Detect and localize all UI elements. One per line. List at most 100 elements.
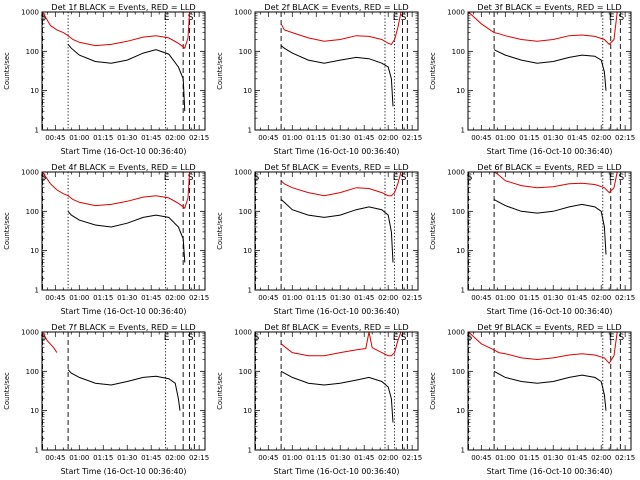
x-tick-label: 02:00 [591,294,611,302]
event-marker-label: S [41,333,47,343]
series-line [493,199,607,255]
chart-title: Det 1f BLACK = Events, RED = LLD [51,2,195,12]
series-line [493,172,618,194]
event-marker-label: S [618,173,624,183]
x-tick-label: 00:45 [471,294,491,302]
y-axis-label: Counts/sec [3,372,11,410]
y-tick-label: 100 [452,48,465,56]
x-axis-label: Start Time (16-Oct-10 00:36:40) [487,147,613,156]
x-tick-label: 01:30 [330,294,350,302]
y-tick-label: 1000 [234,329,252,337]
x-tick-label: 01:45 [567,454,587,462]
event-marker-label: S [188,13,194,23]
y-tick-label: 1000 [447,329,465,337]
x-tick-label: 00:45 [258,454,278,462]
x-tick-label: 01:45 [354,134,374,142]
x-tick-label: 01:00 [69,454,89,462]
chart-title: Det 5f BLACK = Events, RED = LLD [264,162,408,172]
y-tick-label: 1 [461,127,465,135]
x-tick-label: 01:00 [69,134,89,142]
event-marker-label: S [618,13,624,23]
chart-title: Det 4f BLACK = Events, RED = LLD [51,162,195,172]
series-line [42,332,58,353]
chart-panel: Det 2f BLACK = Events, RED = LLD Counts/s… [216,2,422,156]
chart-title: Det 8f BLACK = Events, RED = LLD [264,322,408,332]
y-tick-label: 10 [243,407,252,415]
event-marker-label: E [393,333,399,343]
x-axis-label: Start Time (16-Oct-10 00:36:40) [61,307,187,316]
y-tick-label: 1 [35,287,39,295]
series-line [280,45,394,107]
x-tick-label: 01:15 [519,134,539,142]
x-tick-label: 01:00 [282,134,302,142]
series-line [280,199,394,263]
y-tick-label: 10 [30,247,39,255]
y-tick-label: 1 [35,127,39,135]
x-tick-label: 01:00 [282,454,302,462]
x-axis-label: Start Time (16-Oct-10 00:36:40) [61,467,187,476]
x-tick-label: 01:30 [543,454,563,462]
event-marker-label: E [609,173,615,183]
x-tick-label: 01:00 [495,294,515,302]
y-tick-label: 1000 [447,9,465,17]
plot-frame [41,331,206,451]
y-tick-label: 1000 [447,169,465,177]
y-tick-label: 1000 [234,9,252,17]
y-tick-label: 100 [452,208,465,216]
y-tick-label: 10 [456,407,465,415]
y-tick-label: 100 [239,208,252,216]
series-line [468,332,618,365]
x-tick-label: 02:00 [591,134,611,142]
x-tick-label: 01:30 [543,134,563,142]
x-tick-label: 02:00 [591,454,611,462]
series-line [280,172,402,197]
series-line [280,370,394,423]
x-tick-label: 01:15 [93,134,113,142]
y-axis-label: Counts/sec [429,372,437,410]
y-tick-label: 100 [452,368,465,376]
y-axis-label: Counts/sec [429,52,437,90]
x-axis-label: Start Time (16-Oct-10 00:36:40) [487,467,613,476]
y-tick-label: 1 [248,287,252,295]
x-tick-label: 02:15 [402,454,422,462]
x-tick-label: 01:45 [354,294,374,302]
x-tick-label: 01:15 [306,454,326,462]
x-tick-label: 00:45 [45,134,65,142]
chart-title: Det 3f BLACK = Events, RED = LLD [477,2,621,12]
event-marker-label: E [609,13,615,23]
event-marker-label: S [188,173,194,183]
event-marker-label: S [254,333,260,343]
x-tick-label: 01:45 [567,134,587,142]
x-tick-label: 00:45 [258,134,278,142]
x-tick-label: 01:00 [495,454,515,462]
chart-title: Det 2f BLACK = Events, RED = LLD [264,2,408,12]
y-axis-label: Counts/sec [216,52,224,90]
x-tick-label: 01:15 [519,454,539,462]
y-tick-label: 1000 [21,9,39,17]
chart-title: Det 9f BLACK = Events, RED = LLD [477,322,621,332]
x-tick-label: 02:00 [165,294,185,302]
y-tick-label: 100 [239,48,252,56]
y-tick-label: 1000 [234,169,252,177]
series-line [280,332,402,357]
event-marker-label: S [254,173,260,183]
y-axis-label: Counts/sec [3,212,11,250]
x-tick-label: 01:00 [282,294,302,302]
chart-panel: Det 7f BLACK = Events, RED = LLD Counts/s… [3,322,209,476]
x-tick-label: 01:30 [330,454,350,462]
series-line [280,12,402,45]
y-tick-label: 10 [456,87,465,95]
plot-frame [254,11,419,131]
y-axis-label: Counts/sec [216,372,224,410]
event-marker-label: S [401,173,407,183]
y-tick-label: 100 [26,208,39,216]
event-marker-label: E [164,333,170,343]
y-tick-label: 100 [26,48,39,56]
x-tick-label: 01:00 [495,134,515,142]
x-tick-label: 01:15 [93,454,113,462]
event-marker-label: S [41,173,47,183]
x-tick-label: 01:30 [117,454,137,462]
x-tick-label: 01:45 [141,454,161,462]
plot-frame [467,331,632,451]
